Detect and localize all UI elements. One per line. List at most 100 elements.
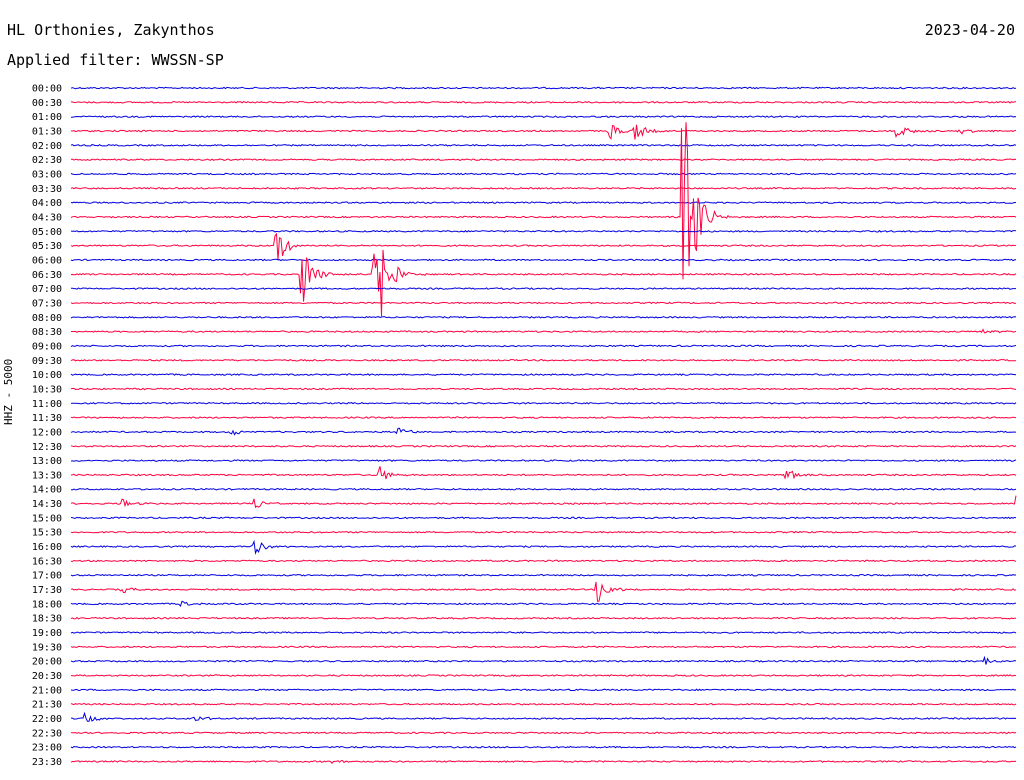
row-label-1100: 11:00 [32, 399, 62, 410]
trace-row-1300 [70, 459, 1017, 462]
trace-row-0530 [70, 232, 1017, 261]
row-label-0300: 03:00 [32, 169, 62, 180]
trace-row-1800 [70, 600, 1017, 607]
row-label-0500: 05:00 [32, 227, 62, 238]
row-label-1330: 13:30 [32, 470, 62, 481]
trace-row-0400 [70, 201, 1017, 204]
row-label-1500: 15:00 [32, 513, 62, 524]
trace-row-0700 [71, 287, 1016, 290]
trace-row-1730 [70, 581, 1017, 602]
trace-row-1200 [70, 427, 1016, 436]
trace-row-1400 [70, 487, 1017, 491]
trace-row-0630 [70, 249, 1017, 317]
row-label-0600: 06:00 [32, 255, 62, 266]
trace-row-1530 [70, 530, 1017, 534]
row-label-0730: 07:30 [32, 298, 62, 309]
row-label-0530: 05:30 [32, 241, 62, 252]
trace-row-1500 [70, 516, 1017, 520]
row-label-2130: 21:30 [32, 700, 62, 711]
station-title: HL Orthonies, Zakynthos [7, 21, 215, 39]
row-label-0130: 01:30 [32, 126, 62, 137]
row-label-0630: 06:30 [32, 270, 62, 281]
trace-row-1930 [70, 645, 1017, 649]
row-label-2100: 21:00 [32, 685, 62, 696]
row-label-0900: 09:00 [32, 341, 62, 352]
row-label-1730: 17:30 [32, 585, 62, 596]
trace-row-0730 [70, 301, 1017, 305]
row-label-1400: 14:00 [32, 485, 62, 496]
row-label-1800: 18:00 [32, 599, 62, 610]
trace-row-0100 [70, 115, 1017, 119]
trace-row-0930 [70, 358, 1016, 362]
trace-row-2130 [70, 702, 1017, 706]
row-label-2030: 20:30 [32, 671, 62, 682]
row-label-1000: 10:00 [32, 370, 62, 381]
row-label-0230: 02:30 [32, 155, 62, 166]
row-label-0000: 00:00 [32, 84, 62, 95]
row-label-1600: 16:00 [32, 542, 62, 553]
date-label: 2023-04-20 [924, 21, 1015, 39]
row-label-0330: 03:30 [32, 184, 62, 195]
trace-row-1130 [70, 416, 1017, 419]
row-label-1830: 18:30 [32, 614, 62, 625]
trace-row-2330 [70, 759, 1017, 764]
trace-row-0800 [70, 315, 1017, 319]
seismic-traces [70, 86, 1017, 764]
trace-row-0000 [70, 86, 1017, 90]
trace-row-1030 [70, 387, 1017, 391]
trace-row-0330 [70, 186, 1017, 190]
trace-row-1900 [70, 631, 1017, 634]
row-label-1300: 13:00 [32, 456, 62, 467]
trace-row-0830 [71, 328, 1017, 334]
row-label-2000: 20:00 [32, 657, 62, 668]
trace-row-2200 [71, 711, 1017, 722]
trace-row-1330 [70, 466, 1017, 480]
row-label-1630: 16:30 [32, 556, 62, 567]
row-label-0400: 04:00 [32, 198, 62, 209]
trace-row-1630 [71, 559, 1017, 563]
row-label-1700: 17:00 [32, 571, 62, 582]
trace-row-1700 [70, 573, 1017, 577]
row-label-0030: 00:30 [32, 98, 62, 109]
row-label-0200: 02:00 [32, 141, 62, 152]
row-label-0430: 04:30 [32, 212, 62, 223]
row-label-1430: 14:30 [32, 499, 62, 510]
trace-row-0600 [70, 258, 1017, 262]
trace-row-1830 [70, 616, 1016, 620]
trace-row-0900 [70, 344, 1017, 348]
row-tick-labels: 00:00 00:30 01:00 01:30 02:00 02:30 03:00 03:30… [32, 84, 62, 769]
row-label-2230: 22:30 [32, 728, 62, 739]
row-label-2300: 23:00 [32, 743, 62, 754]
trace-row-2100 [70, 688, 1017, 692]
trace-row-0200 [70, 143, 1017, 147]
row-label-1200: 12:00 [32, 427, 62, 438]
row-label-1130: 11:30 [32, 413, 62, 424]
row-label-1030: 10:30 [32, 384, 62, 395]
trace-row-0430 [70, 122, 1017, 280]
row-label-2330: 23:30 [32, 757, 62, 768]
trace-row-1100 [70, 401, 1017, 405]
row-label-2200: 22:00 [32, 714, 62, 725]
row-label-1900: 19:00 [32, 628, 62, 639]
trace-row-1230 [70, 444, 1017, 448]
filter-label: Applied filter: WWSSN-SP [7, 51, 224, 69]
trace-row-0030 [70, 100, 1017, 104]
trace-row-1600 [70, 539, 1017, 555]
trace-row-0500 [70, 229, 1017, 233]
row-label-1930: 19:30 [32, 642, 62, 653]
row-label-0100: 01:00 [32, 112, 62, 123]
trace-row-2230 [70, 731, 1017, 735]
trace-row-2000 [70, 655, 1017, 665]
trace-row-1000 [70, 373, 1017, 376]
row-label-0830: 08:30 [32, 327, 62, 338]
trace-row-2300 [70, 745, 1017, 749]
row-label-1230: 12:30 [32, 442, 62, 453]
trace-row-1430 [70, 495, 1017, 509]
trace-row-0230 [70, 158, 1017, 161]
trace-row-0130 [70, 124, 1017, 140]
trace-row-0300 [70, 172, 1017, 176]
row-label-1530: 15:30 [32, 528, 62, 539]
row-label-0930: 09:30 [32, 356, 62, 367]
trace-row-2030 [70, 674, 1017, 677]
